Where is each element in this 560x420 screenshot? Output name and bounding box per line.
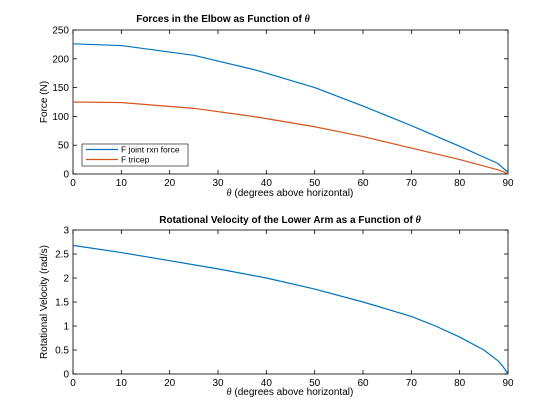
series-group-forces (72, 43, 509, 175)
chart-rotational-velocity: Rotational Velocity of the Lower Arm as … (39, 215, 514, 398)
x-tick-label: 70 (406, 178, 418, 189)
legend: F joint rxn force F tricep (81, 143, 189, 167)
x-axis-label-rotational-velocity: θ (degrees above horizontal) (227, 387, 354, 398)
x-tick-label: 20 (164, 378, 176, 389)
y-tick-label: 2 (63, 274, 69, 285)
x-tick-label: 60 (357, 378, 369, 389)
chart-forces: Forces in the Elbow as Function of θ 0 10… (39, 14, 514, 199)
y-tick-label: 3 (63, 226, 69, 237)
legend-label-joint-rxn-force: F joint rxn force (121, 145, 180, 155)
series-line-0-1 (72, 101, 509, 175)
plot-area-rotational-velocity (72, 229, 509, 375)
y-tick-label: 0 (63, 170, 69, 181)
y-axis-rotational-velocity: 0 0.5 1 1.5 2 2.5 3 (55, 226, 508, 381)
x-tick-label: 20 (164, 178, 176, 189)
y-tick-label: 0.5 (55, 346, 69, 357)
series-line-1-0 (72, 244, 509, 375)
x-tick-label: 80 (454, 178, 466, 189)
chart-title-forces: Forces in the Elbow as Function of θ (136, 14, 310, 25)
x-tick-label: 40 (261, 378, 273, 389)
y-tick-label: 100 (52, 112, 69, 123)
x-tick-label: 80 (454, 378, 466, 389)
x-axis-forces: 0 10 20 30 40 50 60 70 80 90 (70, 30, 514, 189)
y-tick-label: 1.5 (55, 298, 69, 309)
series-group-rotational-velocity (72, 244, 509, 375)
series-line-0-0 (72, 43, 509, 173)
x-tick-label: 10 (116, 178, 128, 189)
x-tick-label: 10 (116, 378, 128, 389)
x-tick-label: 30 (212, 178, 224, 189)
legend-label-tricep: F tricep (121, 155, 150, 165)
x-tick-label: 70 (406, 378, 418, 389)
y-tick-label: 50 (58, 141, 70, 152)
x-axis-rotational-velocity: 0 10 20 30 40 50 60 70 80 90 (70, 230, 514, 389)
y-tick-label: 1 (63, 322, 69, 333)
y-tick-label: 150 (52, 83, 69, 94)
x-tick-label: 60 (357, 178, 369, 189)
y-tick-label: 0 (63, 370, 69, 381)
y-tick-label: 2.5 (55, 250, 69, 261)
x-axis-label-forces: θ (degrees above horizontal) (227, 188, 354, 199)
x-tick-label: 90 (502, 178, 514, 189)
y-tick-label: 200 (52, 54, 69, 65)
y-axis-label-forces: Force (N) (39, 81, 50, 123)
x-tick-label: 50 (309, 178, 321, 189)
y-axis-label-rotational-velocity: Rotational Velocity (rad/s) (39, 245, 50, 359)
chart-title-rotational-velocity: Rotational Velocity of the Lower Arm as … (159, 215, 421, 226)
x-tick-label: 0 (70, 178, 76, 189)
x-tick-label: 0 (70, 378, 76, 389)
y-tick-label: 250 (52, 26, 69, 37)
x-tick-label: 50 (309, 378, 321, 389)
x-tick-label: 40 (261, 178, 273, 189)
x-tick-label: 30 (212, 378, 224, 389)
x-tick-label: 90 (502, 378, 514, 389)
